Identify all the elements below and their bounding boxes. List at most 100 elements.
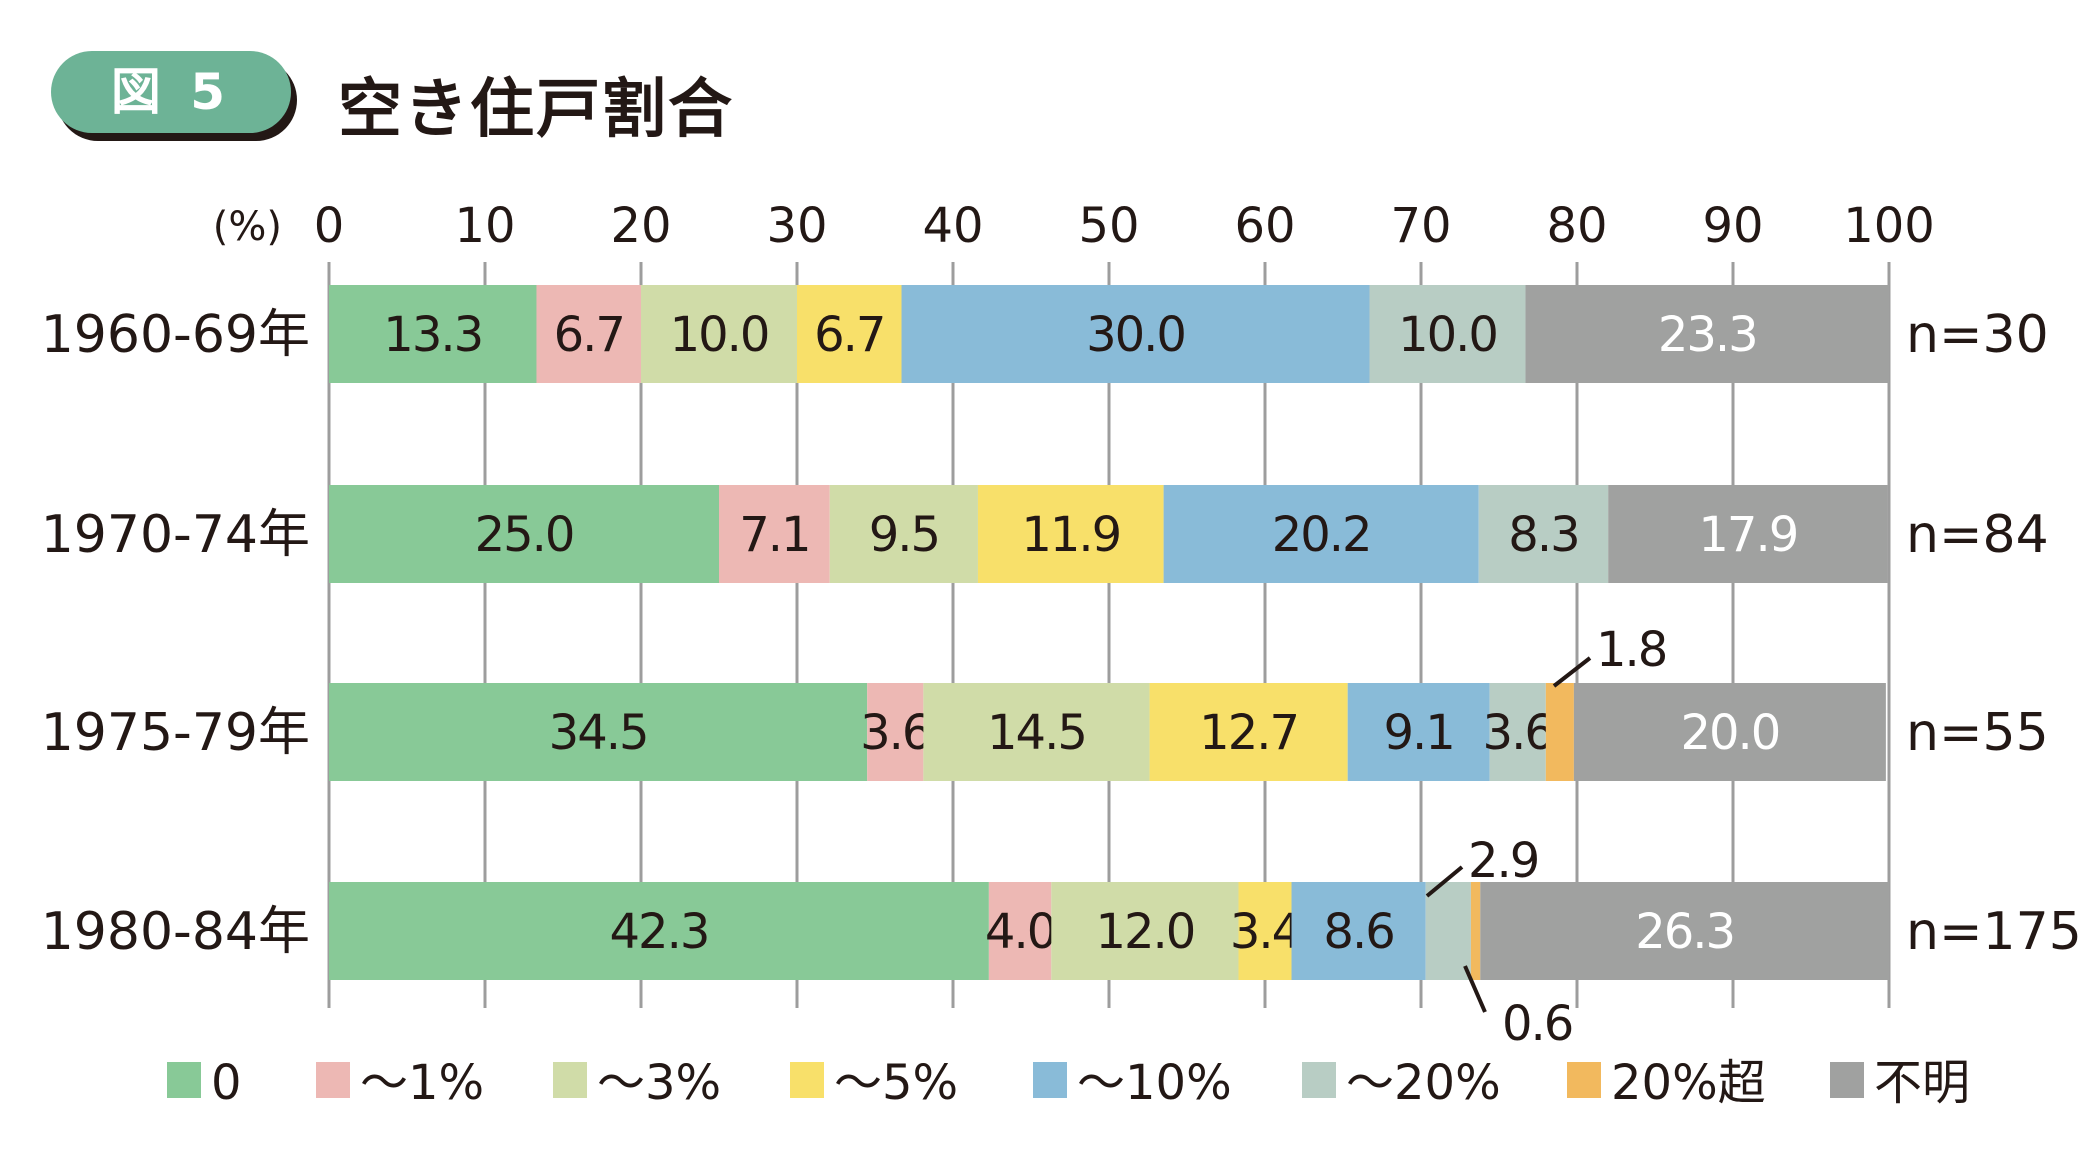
data-label: 12.0 — [1095, 904, 1194, 960]
data-label: 8.6 — [1323, 904, 1393, 960]
bar-segment — [1163, 485, 1479, 583]
bar-segment — [641, 285, 797, 383]
bar-segment — [1608, 485, 1888, 583]
legend-label: 20%超 — [1611, 1055, 1766, 1111]
bar-segment — [923, 683, 1150, 781]
legend-swatch — [1033, 1062, 1067, 1098]
category-label: 1980-84年 — [41, 902, 310, 962]
data-label: 20.0 — [1680, 705, 1779, 761]
data-label: 0.6 — [1502, 996, 1572, 1052]
legend-swatch — [1302, 1062, 1336, 1098]
legend-label: ～20% — [1346, 1055, 1501, 1111]
legend-swatch — [167, 1062, 201, 1098]
bar-segment — [1238, 882, 1292, 980]
data-label: 12.7 — [1199, 705, 1298, 761]
sample-size: n=30 — [1906, 305, 2049, 365]
bar-segment — [1545, 683, 1574, 781]
bar-segment — [329, 285, 537, 383]
data-label: 7.1 — [739, 507, 809, 563]
legend-swatch — [1567, 1062, 1601, 1098]
data-label: 10.0 — [670, 307, 769, 363]
legend-label: ～5% — [834, 1055, 958, 1111]
bar-segment — [719, 485, 830, 583]
x-tick-label: 100 — [1843, 198, 1935, 254]
data-label: 8.3 — [1508, 507, 1578, 563]
data-label: 4.0 — [985, 904, 1055, 960]
category-label: 1975-79年 — [41, 703, 310, 763]
x-tick-label: 40 — [922, 198, 983, 254]
data-label: 6.7 — [554, 307, 624, 363]
bar-segment — [867, 683, 924, 781]
sample-size: n=84 — [1906, 505, 2049, 565]
unit-label: (%) — [213, 204, 282, 250]
bar-segment — [1051, 882, 1239, 980]
bar-segment — [1480, 882, 1889, 980]
x-tick-label: 50 — [1078, 198, 1139, 254]
data-label: 3.6 — [1483, 705, 1553, 761]
bar-segment — [1369, 285, 1526, 383]
data-label: 30.0 — [1086, 307, 1185, 363]
data-label: 9.5 — [869, 507, 939, 563]
callout-line — [1463, 965, 1487, 1013]
callout-line — [1425, 865, 1464, 898]
data-label: 6.7 — [814, 307, 884, 363]
legend-swatch — [1830, 1062, 1864, 1098]
bar-segment — [977, 485, 1164, 583]
legend-swatch — [316, 1062, 350, 1098]
x-tick-label: 0 — [314, 198, 345, 254]
bar-segment — [536, 285, 641, 383]
bar-segment — [329, 882, 989, 980]
sample-size: n=175 — [1906, 902, 2082, 962]
bar-segment — [1470, 882, 1481, 980]
legend-swatch — [553, 1062, 587, 1098]
x-tick-label: 20 — [610, 198, 671, 254]
data-label: 25.0 — [475, 507, 574, 563]
data-label: 1.8 — [1596, 622, 1666, 678]
bar-segment — [901, 285, 1370, 383]
x-tick-label: 60 — [1234, 198, 1295, 254]
figure-number: 図 5 — [110, 63, 232, 121]
data-label: 17.9 — [1698, 507, 1797, 563]
bar-segment — [988, 882, 1052, 980]
figure-badge: 図 5 — [51, 51, 291, 133]
legend-label: ～3% — [597, 1055, 721, 1111]
data-label: 26.3 — [1635, 904, 1734, 960]
bar-segment — [1425, 882, 1471, 980]
bar-segment — [1525, 285, 1889, 383]
bar-segment — [1478, 485, 1609, 583]
category-label: 1960-69年 — [41, 305, 310, 365]
legend-label: 0 — [211, 1055, 242, 1111]
data-label: 3.4 — [1230, 904, 1300, 960]
x-tick-label: 90 — [1702, 198, 1763, 254]
data-label: 14.5 — [987, 705, 1086, 761]
x-tick-label: 70 — [1390, 198, 1451, 254]
bar-segment — [1291, 882, 1426, 980]
bar-segment — [1489, 683, 1546, 781]
data-label: 10.0 — [1398, 307, 1497, 363]
data-label: 9.1 — [1383, 705, 1453, 761]
data-label: 23.3 — [1658, 307, 1757, 363]
x-tick-label: 30 — [766, 198, 827, 254]
legend-label: 不明 — [1874, 1055, 1970, 1111]
bar-segment — [829, 485, 978, 583]
bar-segment — [1347, 683, 1490, 781]
bar-segment — [1149, 683, 1348, 781]
category-label: 1970-74年 — [41, 505, 310, 565]
legend-swatch — [790, 1062, 824, 1098]
bar-segment — [797, 285, 902, 383]
bar-segment — [1573, 683, 1886, 781]
data-label: 3.6 — [860, 705, 930, 761]
chart-title: 空き住戸割合 — [338, 73, 734, 147]
data-label: 2.9 — [1468, 833, 1538, 889]
data-label: 11.9 — [1021, 507, 1120, 563]
x-tick-label: 10 — [454, 198, 515, 254]
data-label: 13.3 — [383, 307, 482, 363]
bar-segment — [329, 485, 719, 583]
bar-segment — [329, 683, 868, 781]
data-label: 34.5 — [549, 705, 648, 761]
legend-label: ～10% — [1077, 1055, 1232, 1111]
data-label: 20.2 — [1272, 507, 1371, 563]
callout-line — [1552, 656, 1592, 688]
data-label: 42.3 — [610, 904, 709, 960]
